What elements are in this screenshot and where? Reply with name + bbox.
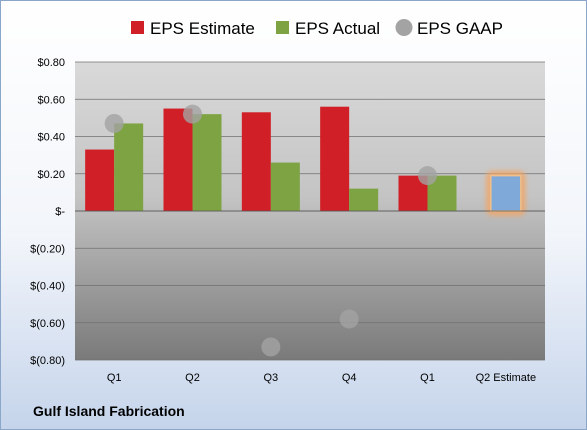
bar-eps-actual xyxy=(192,114,222,211)
point-eps-gaap xyxy=(104,113,124,133)
legend-swatch-eps-estimate xyxy=(131,21,144,34)
bar-eps-estimate xyxy=(241,112,271,211)
bar-eps-actual xyxy=(349,188,379,211)
y-axis-ticks: $(0.80) $(0.60) $(0.40) $(0.20) $- $0.20 $0.40… xyxy=(30,57,65,367)
plot-area xyxy=(75,61,545,361)
y-tick-label: $0.80 xyxy=(37,57,65,69)
y-tick-label: $(0.40) xyxy=(30,281,65,293)
point-eps-gaap xyxy=(339,309,359,329)
legend-item-eps-actual: EPS Actual xyxy=(276,19,380,38)
legend-label-eps-actual: EPS Actual xyxy=(295,19,380,38)
x-tick-label: Q1 xyxy=(107,372,122,384)
y-tick-label: $- xyxy=(55,206,65,218)
legend-swatch-eps-actual xyxy=(276,21,289,34)
y-tick-label: $0.40 xyxy=(37,132,65,144)
x-tick-label: Q2 xyxy=(185,372,200,384)
y-tick-label: $(0.20) xyxy=(30,243,65,255)
x-tick-label: Q2 Estimate xyxy=(476,372,537,384)
bar-q2-estimate xyxy=(490,174,522,212)
bar-eps-estimate xyxy=(163,108,193,211)
y-tick-label: $(0.80) xyxy=(30,355,65,367)
legend-swatch-eps-gaap xyxy=(395,19,413,36)
legend-item-eps-gaap: EPS GAAP xyxy=(395,19,503,38)
x-tick-label: Q4 xyxy=(342,372,357,384)
x-axis-ticks: Q1 Q2 Q3 Q4 Q1 Q2 Estimate xyxy=(107,372,536,384)
point-eps-gaap xyxy=(261,337,281,357)
point-eps-gaap xyxy=(183,104,202,124)
legend: EPS Estimate EPS Actual EPS GAAP xyxy=(131,19,503,38)
y-tick-label: $(0.60) xyxy=(30,318,65,330)
y-tick-label: $0.20 xyxy=(37,169,65,181)
y-tick-label: $0.60 xyxy=(37,94,65,106)
x-tick-label: Q1 xyxy=(420,372,435,384)
point-eps-gaap xyxy=(418,166,437,186)
legend-item-eps-estimate: EPS Estimate xyxy=(131,19,255,38)
x-tick-label: Q3 xyxy=(263,372,278,384)
legend-label-eps-estimate: EPS Estimate xyxy=(150,19,255,38)
legend-label-eps-gaap: EPS GAAP xyxy=(417,19,503,38)
bar-eps-actual xyxy=(114,123,144,211)
company-name: Gulf Island Fabrication xyxy=(33,403,185,419)
bar-eps-estimate xyxy=(85,149,115,211)
bar-eps-actual xyxy=(270,162,300,211)
bar-eps-estimate xyxy=(320,106,350,211)
